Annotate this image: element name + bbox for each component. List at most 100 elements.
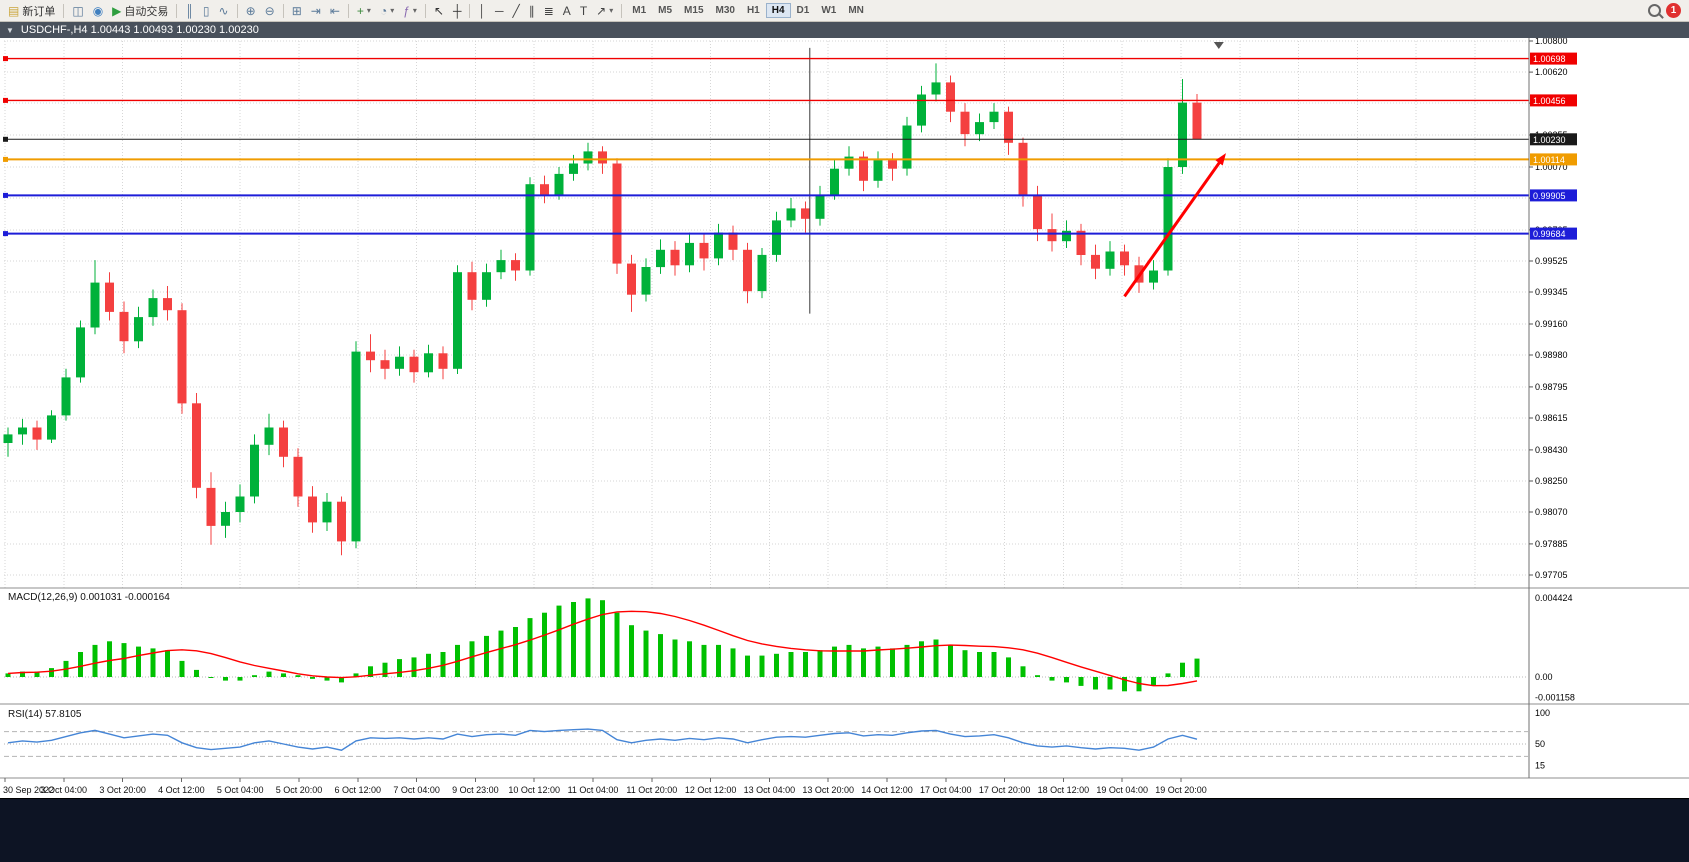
zoom-out-icon: ⊖ (264, 3, 275, 18)
text-icon: A (562, 3, 571, 18)
autotrading-icon: ▶ (112, 3, 122, 18)
timeframe-m15-button[interactable]: M15 (684, 5, 704, 16)
crosshair-icon: ┼ (452, 3, 462, 18)
toolbar-separator (282, 3, 284, 18)
chart-menu-icon[interactable]: ▼ (6, 25, 14, 35)
chart-shift-button[interactable]: ⇤ (326, 1, 344, 21)
timeframe-h4-button[interactable]: H4 (765, 3, 791, 18)
price-tag: 0.99905 (1530, 189, 1577, 202)
rsi-label: RSI(14) 57.8105 (8, 709, 82, 720)
indicators-button[interactable]: ƒ ▾ (399, 1, 421, 21)
candlestick-chart-button[interactable]: ▯ (199, 1, 214, 21)
zoom-in-button[interactable]: ⊕ (242, 1, 260, 21)
cursor-button[interactable]: ↖ (430, 1, 448, 21)
label-icon: T (579, 3, 588, 18)
vertical-line-button[interactable]: │ (474, 1, 490, 21)
auto-scroll-icon: ⇥ (310, 3, 321, 18)
timeframe-m5-button[interactable]: M5 (658, 5, 673, 16)
svg-text:0.97885: 0.97885 (1535, 539, 1568, 549)
rsi-line (7, 728, 1198, 751)
tile-windows-button[interactable]: ⊞ (288, 1, 306, 21)
autotrading-button[interactable]: ▶ 自动交易 (108, 1, 172, 21)
svg-text:-0.001158: -0.001158 (1535, 693, 1575, 703)
svg-text:0.98250: 0.98250 (1535, 476, 1568, 486)
text-button[interactable]: A (559, 1, 575, 21)
timeframe-group: M1 M5 M15 M30 H1 H4 D1 W1 MN (626, 3, 870, 18)
svg-text:17 Oct 04:00: 17 Oct 04:00 (920, 785, 972, 795)
svg-text:0.98615: 0.98615 (1535, 413, 1568, 423)
toolbar-separator (176, 3, 178, 18)
price-tag: 1.00456 (1530, 94, 1577, 107)
rsi-panel: RSI(14) 57.8105 100 50 15 (4, 708, 1550, 771)
timeframe-m1-button[interactable]: M1 (632, 5, 647, 16)
toolbar: ▤ 新订单 ◫ ◉ ▶ 自动交易 ║ ▯ ∿ ⊕ ⊖ ⊞ ⇥ ⇤ + ▾ ◔ ▾ ƒ ▾ ↖ ┼ │ ─ ╱ ∥ ≣ A T ↗ ▾ M1 M5… (0, 0, 1689, 22)
fibonacci-button[interactable]: ≣ (540, 1, 558, 21)
svg-text:11 Oct 04:00: 11 Oct 04:00 (568, 785, 619, 795)
panel-separators (0, 38, 1689, 779)
dropdown-arrow-icon: ▾ (609, 6, 614, 15)
refresh-button[interactable]: ◉ (89, 1, 107, 21)
svg-text:30 Sep 2022: 30 Sep 2022 (3, 785, 54, 795)
chart-canvas[interactable]: MACD(12,26,9) 0.001031 -0.000164 0.004424… (0, 38, 1689, 798)
label-button[interactable]: T (576, 1, 591, 21)
horizontal-line-button[interactable]: ─ (491, 1, 508, 21)
svg-text:1.00230: 1.00230 (1533, 135, 1566, 145)
svg-text:1.00456: 1.00456 (1533, 96, 1566, 106)
price-tag: 1.00114 (1530, 153, 1577, 166)
price-scale[interactable]: 1.008001.006201.004401.002551.000700.998… (1529, 38, 1577, 580)
bar-chart-button[interactable]: ║ (181, 1, 198, 21)
timeframe-m30-button[interactable]: M30 (715, 5, 735, 16)
line-chart-button[interactable]: ∿ (215, 1, 233, 21)
svg-text:9 Oct 23:00: 9 Oct 23:00 (452, 785, 499, 795)
dropdown-arrow-icon: ▾ (390, 6, 395, 15)
timeframe-w1-button[interactable]: W1 (821, 5, 837, 16)
svg-text:1.00620: 1.00620 (1535, 67, 1568, 77)
zoom-out-button[interactable]: ⊖ (261, 1, 279, 21)
macd-label: MACD(12,26,9) 0.001031 -0.000164 (8, 592, 170, 603)
svg-text:0.97705: 0.97705 (1535, 570, 1568, 580)
crosshair-button[interactable]: ┼ (449, 1, 466, 21)
svg-text:0.99684: 0.99684 (1533, 229, 1566, 239)
notification-badge[interactable]: 1 (1666, 3, 1681, 18)
toolbar-separator (63, 3, 65, 18)
search-button[interactable] (1644, 1, 1665, 21)
svg-text:6 Oct 12:00: 6 Oct 12:00 (335, 785, 382, 795)
chart-shift-icon: ⇤ (329, 3, 340, 18)
tile-windows-icon: ⊞ (291, 3, 302, 18)
svg-text:1.00800: 1.00800 (1535, 38, 1568, 46)
svg-text:50: 50 (1535, 739, 1545, 749)
new-chart-icon: + (356, 3, 364, 18)
timeframe-d1-button[interactable]: D1 (796, 5, 810, 16)
chart-window-button[interactable]: ◫ (68, 1, 87, 21)
svg-text:0.98070: 0.98070 (1535, 507, 1568, 517)
arrows-button[interactable]: ↗ ▾ (592, 1, 617, 21)
grid (4, 40, 1528, 588)
new-chart-button[interactable]: + ▾ (353, 1, 375, 21)
price-tag: 0.99684 (1530, 227, 1577, 240)
timeframe-h1-button[interactable]: H1 (746, 5, 760, 16)
svg-text:5 Oct 20:00: 5 Oct 20:00 (276, 785, 323, 795)
toolbar-separator (236, 3, 238, 18)
svg-text:18 Oct 12:00: 18 Oct 12:00 (1038, 785, 1090, 795)
svg-text:10 Oct 12:00: 10 Oct 12:00 (508, 785, 560, 795)
svg-text:15: 15 (1535, 761, 1545, 771)
svg-text:1.00070: 1.00070 (1535, 162, 1568, 172)
trend-arrow-annotation[interactable] (1123, 153, 1227, 298)
refresh-icon: ◉ (92, 3, 104, 18)
svg-text:0.99345: 0.99345 (1535, 287, 1568, 297)
auto-scroll-button[interactable]: ⇥ (307, 1, 325, 21)
new-order-button[interactable]: ▤ 新订单 (4, 1, 59, 21)
indicators-icon: ƒ (403, 3, 410, 18)
level-lines[interactable] (3, 56, 1529, 237)
zoom-in-icon: ⊕ (245, 3, 256, 18)
price-tag: 1.00230 (1530, 133, 1577, 146)
channel-button[interactable]: ∥ (525, 1, 539, 21)
trendline-button[interactable]: ╱ (509, 1, 524, 21)
periods-button[interactable]: ◔ ▾ (376, 1, 398, 21)
chart-window-icon: ◫ (72, 3, 84, 18)
timeframe-mn-button[interactable]: MN (848, 5, 864, 16)
autotrading-button-label: 自动交易 (124, 5, 169, 18)
trendline-icon: ╱ (512, 3, 520, 18)
price-tag: 1.00698 (1530, 52, 1577, 65)
